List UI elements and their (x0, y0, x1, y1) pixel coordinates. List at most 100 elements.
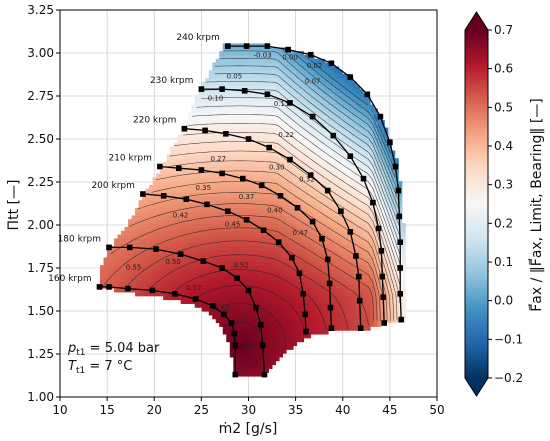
heat-cell (331, 154, 336, 159)
heat-cell (359, 242, 364, 247)
heat-cell (264, 181, 269, 186)
heat-cell (208, 146, 213, 152)
heat-cell (401, 303, 406, 308)
heat-cell (261, 58, 266, 64)
heat-cell (321, 257, 326, 262)
heat-cell (187, 119, 192, 125)
heat-cell (285, 322, 291, 327)
heat-cell (324, 85, 329, 90)
heat-cell (173, 238, 178, 243)
heat-cell (324, 74, 329, 79)
heat-cell (226, 70, 231, 75)
heat-cell (163, 242, 168, 247)
heat-cell (278, 119, 284, 125)
heat-cell (366, 226, 371, 232)
heat-cell (384, 284, 389, 289)
heat-cell (264, 66, 269, 71)
heat-cell (226, 291, 231, 297)
heat-cell (261, 177, 266, 182)
heat-cell (257, 238, 262, 243)
heat-cell (268, 314, 273, 320)
heat-cell (359, 314, 364, 320)
heat-cell (198, 123, 203, 129)
heat-cell (117, 288, 122, 293)
heat-cell (338, 112, 343, 117)
heat-cell (240, 288, 245, 293)
heat-cell (121, 257, 126, 262)
heat-cell (152, 207, 157, 213)
heat-cell (352, 234, 357, 239)
heat-cell (254, 108, 259, 113)
heat-cell (194, 223, 199, 228)
heat-cell (363, 184, 368, 190)
heat-cell (240, 226, 245, 232)
heat-cell (317, 288, 322, 293)
heat-cell (229, 47, 234, 52)
heat-cell (194, 215, 199, 220)
heat-cell (219, 161, 224, 167)
heat-cell (377, 223, 382, 228)
heat-cell (184, 146, 189, 152)
heat-cell (233, 288, 238, 293)
heat-cell (292, 276, 298, 282)
heat-cell (314, 234, 319, 239)
heat-cell (359, 154, 364, 159)
heat-cell (394, 181, 399, 186)
heat-cell (356, 161, 361, 167)
heat-cell (247, 158, 252, 163)
heat-cell (268, 322, 273, 327)
heat-cell (363, 200, 368, 205)
heat-cell (292, 77, 298, 83)
heat-cell (236, 123, 241, 129)
heat-cell (370, 188, 375, 194)
heat-cell (331, 215, 336, 220)
heat-cell (278, 123, 284, 129)
heat-cell (257, 66, 262, 71)
heat-cell (229, 311, 234, 316)
heat-cell (394, 158, 399, 163)
heat-cell (324, 123, 329, 129)
heat-cell (212, 268, 217, 274)
heat-cell (264, 139, 269, 144)
heat-cell (180, 299, 185, 304)
heat-cell (226, 333, 231, 339)
heat-cell (187, 276, 192, 282)
heat-cell (264, 284, 269, 289)
heat-cell (359, 253, 364, 259)
heat-cell (380, 261, 385, 266)
heat-cell (229, 223, 234, 228)
heat-cell (271, 54, 277, 60)
heat-cell (226, 58, 231, 64)
heat-cell (194, 173, 199, 178)
heat-cell (240, 257, 245, 262)
heat-cell (124, 230, 129, 236)
heat-cell (384, 188, 389, 194)
heat-cell (398, 207, 403, 213)
heat-cell (201, 123, 206, 129)
heat-cell (201, 284, 206, 289)
heat-cell (135, 215, 140, 220)
heat-cell (173, 158, 178, 163)
heat-cell (215, 295, 220, 301)
heat-cell (250, 291, 255, 297)
heat-cell (321, 188, 326, 194)
heat-cell (289, 184, 294, 190)
heat-cell (184, 139, 189, 144)
heat-cell (257, 188, 262, 194)
heat-cell (219, 150, 224, 155)
heat-cell (205, 173, 210, 178)
heat-cell (222, 322, 227, 327)
heat-cell (142, 196, 147, 201)
heat-cell (299, 196, 305, 201)
heat-cell (342, 81, 347, 87)
heat-cell (278, 265, 284, 270)
heat-cell (257, 161, 262, 167)
heat-cell (191, 242, 196, 247)
heat-cell (264, 238, 269, 243)
heat-cell (145, 234, 150, 239)
heat-cell (243, 70, 248, 75)
heat-cell (257, 242, 262, 247)
heat-cell (212, 253, 217, 259)
heat-cell (236, 219, 241, 224)
heat-cell (380, 265, 385, 270)
